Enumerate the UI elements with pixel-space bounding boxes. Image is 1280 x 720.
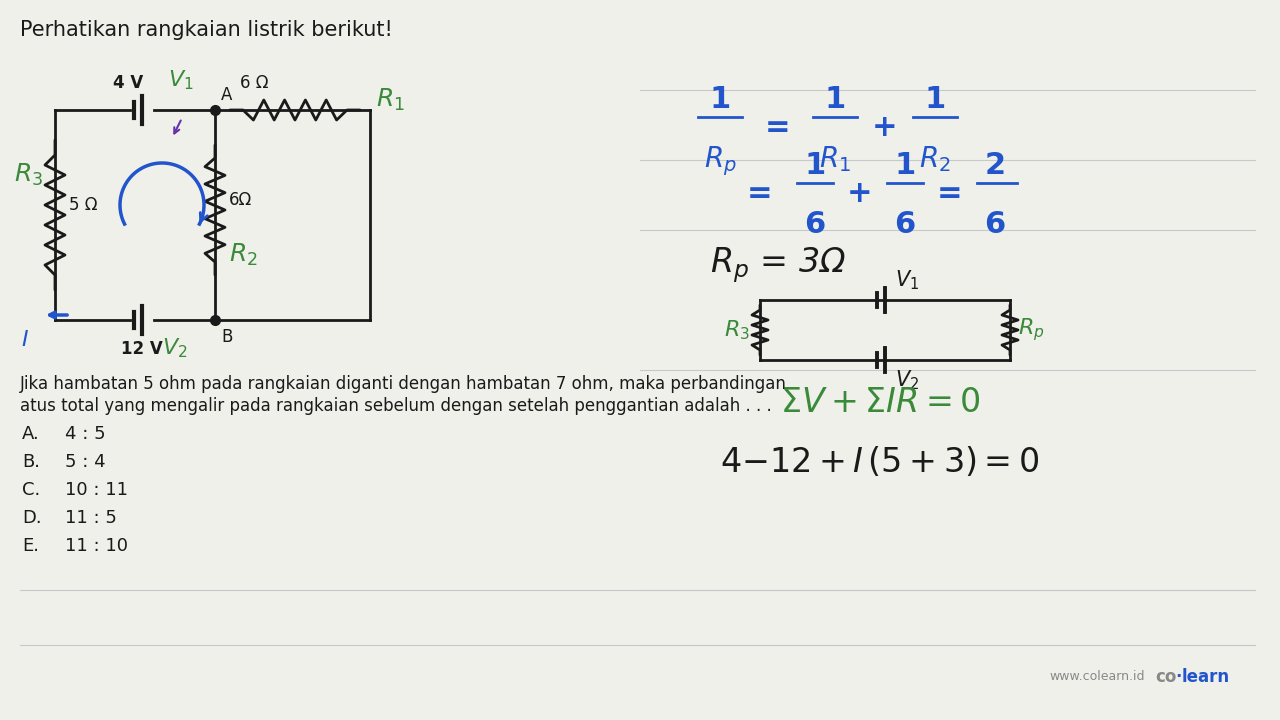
Text: 6 Ω: 6 Ω: [241, 74, 269, 92]
Text: $\Sigma V + \Sigma IR = 0$: $\Sigma V + \Sigma IR = 0$: [780, 385, 980, 418]
Text: $\mathit{I}$: $\mathit{I}$: [20, 330, 29, 350]
Text: Jika hambatan 5 ohm pada rangkaian diganti dengan hambatan 7 ohm, maka perbandin: Jika hambatan 5 ohm pada rangkaian digan…: [20, 375, 787, 393]
Text: $\mathit{R_1}$: $\mathit{R_1}$: [376, 87, 404, 113]
Text: 1: 1: [709, 85, 731, 114]
Text: 12 V: 12 V: [122, 340, 163, 358]
Text: 6: 6: [895, 210, 915, 239]
Text: co: co: [1155, 668, 1176, 686]
Text: E.: E.: [22, 537, 38, 555]
Text: $\mathit{R_3}$: $\mathit{R_3}$: [724, 318, 750, 342]
Text: ·: ·: [1175, 668, 1181, 686]
Text: $\mathit{V_2}$: $\mathit{V_2}$: [895, 368, 919, 392]
Text: $\mathit{R_2}$: $\mathit{R_2}$: [919, 144, 951, 174]
Text: learn: learn: [1181, 668, 1230, 686]
Text: C.: C.: [22, 481, 40, 499]
Text: $\mathit{V_1}$: $\mathit{V_1}$: [168, 68, 193, 92]
Text: B.: B.: [22, 453, 40, 471]
Text: A: A: [221, 86, 233, 104]
Text: atus total yang mengalir pada rangkaian sebelum dengan setelah penggantian adala: atus total yang mengalir pada rangkaian …: [20, 397, 772, 415]
Text: $\mathit{R_p}$: $\mathit{R_p}$: [1018, 317, 1044, 343]
Text: 2: 2: [984, 151, 1006, 180]
Text: $\mathit{R_1}$: $\mathit{R_1}$: [819, 144, 851, 174]
Text: B: B: [221, 328, 233, 346]
Text: =: =: [937, 179, 963, 207]
Text: 11 : 5: 11 : 5: [65, 509, 116, 527]
Text: $\mathit{R_2}$: $\mathit{R_2}$: [229, 242, 257, 268]
Text: 5 : 4: 5 : 4: [65, 453, 106, 471]
Text: +: +: [847, 179, 873, 207]
Text: D.: D.: [22, 509, 42, 527]
Text: 4 V: 4 V: [113, 74, 143, 92]
Text: $\mathit{R_p}$: $\mathit{R_p}$: [704, 144, 736, 178]
Text: $4{-}12 + I\,(5+3) = 0$: $4{-}12 + I\,(5+3) = 0$: [719, 445, 1039, 479]
Text: $\mathit{V_1}$: $\mathit{V_1}$: [895, 269, 919, 292]
Text: 6Ω: 6Ω: [229, 191, 252, 209]
Text: 1: 1: [824, 85, 846, 114]
Text: $\mathit{V_2}$: $\mathit{V_2}$: [163, 336, 187, 359]
Text: 6: 6: [984, 210, 1006, 239]
Text: 1: 1: [804, 151, 826, 180]
Text: 10 : 11: 10 : 11: [65, 481, 128, 499]
Text: www.colearn.id: www.colearn.id: [1050, 670, 1146, 683]
Text: 6: 6: [804, 210, 826, 239]
Text: 1: 1: [924, 85, 946, 114]
Text: 1: 1: [895, 151, 915, 180]
Text: =: =: [765, 112, 791, 142]
Text: =: =: [748, 179, 773, 207]
Text: $\mathit{R_3}$: $\mathit{R_3}$: [14, 162, 44, 188]
Text: 11 : 10: 11 : 10: [65, 537, 128, 555]
Text: A.: A.: [22, 425, 40, 443]
Text: $R_p$ = 3Ω: $R_p$ = 3Ω: [710, 245, 846, 285]
Text: +: +: [872, 112, 897, 142]
Text: Perhatikan rangkaian listrik berikut!: Perhatikan rangkaian listrik berikut!: [20, 20, 393, 40]
Text: 4 : 5: 4 : 5: [65, 425, 106, 443]
Text: 5 Ω: 5 Ω: [69, 196, 97, 214]
